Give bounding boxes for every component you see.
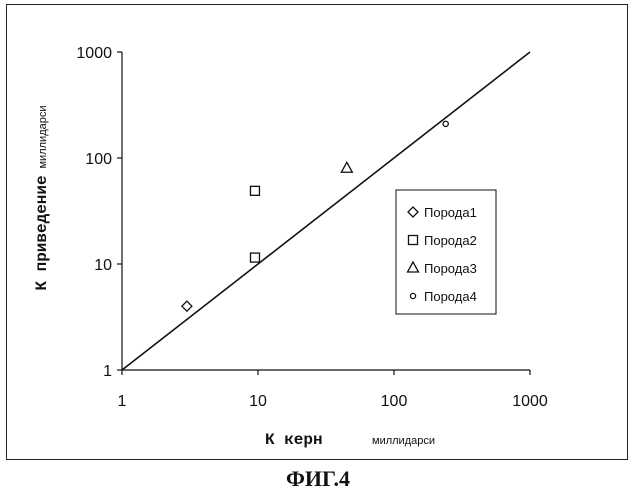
y-tick-label: 10 xyxy=(94,257,112,274)
legend: Порода1 Порода2 Порода3 Порода4 xyxy=(396,190,496,314)
legend-marker-square xyxy=(409,236,418,245)
x-axis-label: К керн xyxy=(265,431,323,449)
data-point-circle xyxy=(443,121,448,126)
x-tick-labels: 1 10 100 1000 xyxy=(118,370,548,410)
legend-label: Порода2 xyxy=(424,233,477,248)
y-tick-label: 1 xyxy=(103,363,112,380)
legend-label: Порода4 xyxy=(424,289,477,304)
data-point-square xyxy=(250,253,259,262)
legend-label: Порода1 xyxy=(424,205,477,220)
figure-caption: ФИГ.4 xyxy=(0,466,636,492)
data-point-square xyxy=(250,186,259,195)
x-tick-label: 100 xyxy=(381,393,408,410)
data-point-diamond xyxy=(182,301,192,311)
data-point-triangle xyxy=(341,162,352,172)
y-axis-unit: миллидарси xyxy=(37,106,49,169)
x-tick-label: 1 xyxy=(118,393,127,410)
legend-marker-circle xyxy=(410,293,415,298)
y-axis-label: К приведение xyxy=(33,175,51,290)
y-tick-labels: 1 10 100 1000 xyxy=(76,45,122,380)
y-axis-unit-text: миллидарси xyxy=(37,106,49,169)
x-axis-unit: миллидарси xyxy=(372,435,435,447)
legend-label: Порода3 xyxy=(424,261,477,276)
y-axis-title: К приведение xyxy=(33,175,51,290)
x-tick-label: 1000 xyxy=(512,393,548,410)
x-tick-label: 10 xyxy=(249,393,267,410)
y-tick-label: 1000 xyxy=(76,45,112,62)
y-tick-label: 100 xyxy=(85,151,112,168)
